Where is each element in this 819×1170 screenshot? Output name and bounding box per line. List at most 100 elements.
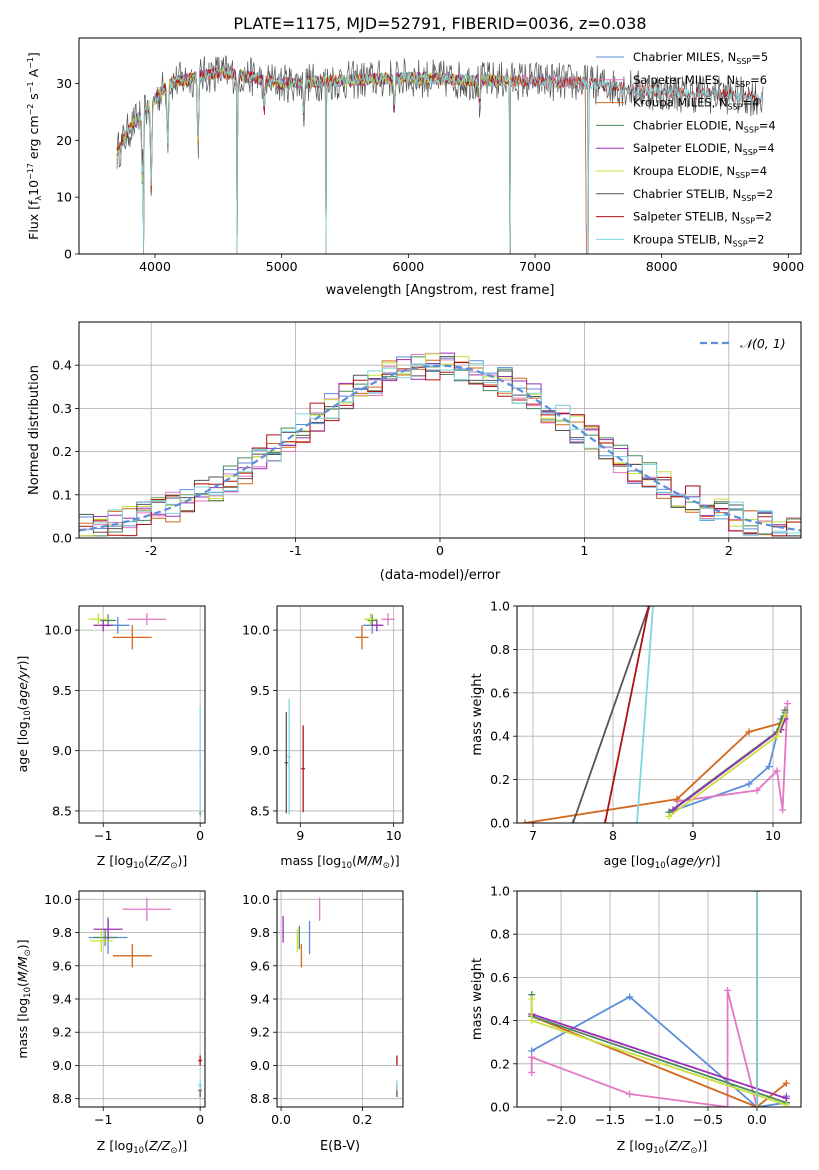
errorbar-kroupa_miles — [355, 625, 369, 650]
legend-label-kroupa_miles: Kroupa MILES, NSSP=4 — [633, 96, 759, 112]
label-part: SSP — [728, 103, 743, 112]
y-tick-label: 8.8 — [250, 1091, 270, 1106]
data-point-marker — [569, 819, 577, 823]
y-tick-label: 9.6 — [52, 958, 72, 973]
x-axis-label: mass [log10(M/M⊙)] — [280, 853, 399, 871]
y-tick-label: 9.4 — [250, 992, 270, 1007]
label-part: =4 — [743, 96, 760, 110]
y-tick-label: 0.6 — [490, 970, 510, 985]
label-part: Z/Z — [148, 853, 171, 868]
spectrum-line-chabrier_miles — [116, 67, 587, 254]
data-point-marker — [649, 606, 657, 610]
data-point-marker — [745, 780, 753, 788]
errorbar-kroupa_stelib — [287, 698, 291, 815]
label-part: )] — [15, 656, 30, 666]
data-point-marker — [601, 819, 609, 823]
y-tick-label: 10.0 — [44, 623, 72, 638]
data-point-marker — [724, 986, 732, 994]
label-part: age/yr — [671, 853, 712, 868]
series-line — [668, 709, 786, 813]
label-part: age [log — [15, 721, 30, 772]
y-tick-label: 0.2 — [490, 772, 510, 787]
y-tick-label: 10.0 — [44, 892, 72, 907]
label-part: 10 — [23, 710, 33, 721]
label-part: )] — [15, 939, 30, 949]
errorbar-kroupa_stelib — [198, 1080, 203, 1091]
label-part: s — [26, 93, 41, 104]
errorbar-chabrier_elodie — [93, 929, 117, 946]
errorbar-kroupa_elodie — [88, 613, 109, 626]
label-part: =4 — [759, 118, 776, 132]
errorbar-kroupa_elodie — [363, 613, 377, 626]
data-point-marker — [528, 995, 536, 1003]
y-tick-label: 10 — [56, 190, 72, 205]
histogram-chabrier_stelib — [79, 356, 801, 537]
label-part: ⊙ — [23, 949, 33, 956]
figure-title: PLATE=1175, MJD=52791, FIBERID=0036, z=0… — [233, 14, 646, 33]
label-part: SSP — [736, 57, 751, 66]
label-part: 10 — [133, 1146, 144, 1156]
series-kroupa_stelib — [633, 606, 657, 823]
errorbar-chabrier_elodie — [367, 614, 377, 627]
legend-label-salpeter_miles: Salpeter MILES, NSSP=6 — [633, 73, 767, 89]
y-tick-label: 9.0 — [52, 743, 72, 758]
series-salpeter_stelib — [601, 606, 653, 823]
spectrum-line-salpeter_miles — [116, 67, 587, 254]
errorbar-salpeter_miles — [381, 613, 395, 626]
x-tick-label: 1 — [580, 543, 588, 558]
series-kroupa_elodie — [665, 711, 789, 820]
x-tick-label: 0 — [196, 1112, 204, 1127]
legend-label-salpeter_elodie: Salpeter ELODIE, NSSP=4 — [633, 141, 775, 157]
x-tick-label: 4000 — [139, 259, 171, 274]
label-part: )] — [697, 1138, 707, 1153]
label-part: ( — [15, 982, 30, 987]
data-point-marker — [782, 1101, 790, 1107]
label-part: age/yr — [15, 665, 30, 706]
normal-curve — [79, 364, 801, 532]
label-part: Kroupa MILES, N — [633, 96, 728, 110]
x-tick-label: 9000 — [772, 259, 804, 274]
y-tick-label: 0.6 — [490, 685, 510, 700]
label-part: SSP — [735, 171, 750, 180]
label-part: 10 — [133, 861, 144, 871]
y-tick-label: 9.0 — [52, 1058, 72, 1073]
data-point-marker — [633, 819, 641, 823]
label-part: 10 — [655, 861, 666, 871]
spectrum-line-kroupa_stelib — [116, 66, 764, 254]
data-point-marker — [673, 795, 681, 803]
x-tick-label: 0 — [436, 543, 444, 558]
errorbar-salpeter_elodie — [93, 619, 113, 632]
y-tick-label: 0.1 — [52, 487, 72, 502]
legend-label-kroupa_stelib: Kroupa STELIB, NSSP=2 — [633, 232, 764, 248]
legend-residuals: 𝒩(0, 1) — [700, 336, 786, 351]
data-point-marker — [783, 700, 791, 708]
y-axis-label: Normed distribution — [27, 365, 42, 495]
x-tick-label: −1.5 — [595, 1112, 625, 1127]
label-part: ] — [26, 52, 41, 57]
label-part: ( — [352, 853, 357, 868]
histogram-salpeter_stelib — [79, 362, 801, 537]
data-point-marker — [669, 806, 677, 814]
spectrum-line-kroupa_miles — [116, 66, 587, 254]
y-tick-label: 9.5 — [250, 683, 270, 698]
label-part: mass [log — [15, 998, 30, 1059]
axes-weight_vs_Z: −2.0 −1.5 −1.0 −0.5 0.0 0.0 0.2 0.4 0.6 0.8 1.0 mas… — [470, 884, 802, 1156]
label-part: =5 — [751, 50, 768, 64]
label-part: ⊙ — [170, 1146, 177, 1156]
data-point-marker — [782, 1079, 790, 1087]
axes-mass_vs_Z: −1 08.89.09.29.49.69.810.0Z [log10(Z/Z⊙)]… — [15, 890, 206, 1156]
legend-label-normal: 𝒩(0, 1) — [740, 336, 786, 351]
y-tick-label: 9.8 — [250, 925, 270, 940]
axes-frame — [276, 890, 404, 1108]
legend-label-chabrier_elodie: Chabrier ELODIE, NSSP=4 — [633, 118, 776, 134]
label-part: Chabrier MILES, N — [633, 50, 736, 64]
label-part: )] — [711, 853, 721, 868]
errorbar-salpeter_miles — [127, 613, 167, 626]
label-part: Flux [f — [26, 200, 41, 240]
x-axis-label: Z [log10(Z/Z⊙)] — [97, 853, 187, 871]
label-part: Salpeter MILES, N — [633, 73, 735, 87]
label-part: ( — [664, 1138, 669, 1153]
label-part: )] — [177, 853, 187, 868]
data-point-marker — [753, 891, 761, 895]
